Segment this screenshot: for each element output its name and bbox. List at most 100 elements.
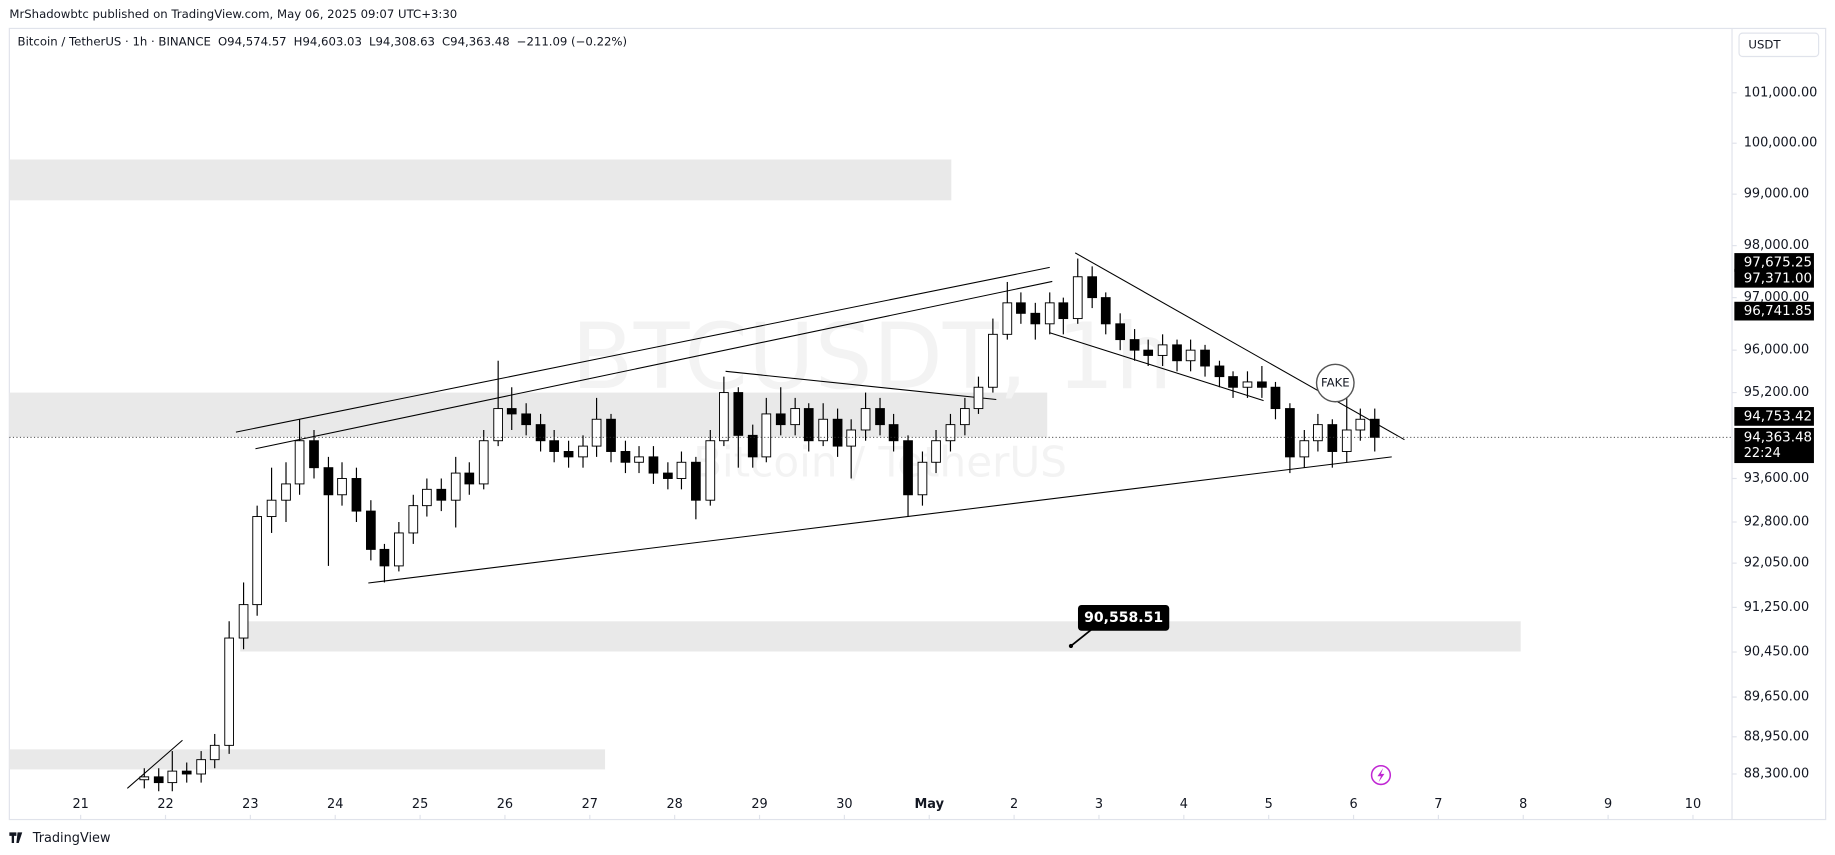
candle-body (323, 467, 334, 496)
candle-body (1185, 349, 1196, 362)
candle-body (351, 478, 362, 512)
countdown: 22:24 (1744, 446, 1781, 461)
candle-body (790, 408, 801, 426)
candle-body (153, 776, 164, 784)
price-label: 97,675.25 (1744, 255, 1812, 270)
trend-line (126, 739, 183, 789)
candle-body (252, 516, 263, 606)
candle-body (224, 637, 235, 746)
currency-label[interactable]: USDT (1748, 37, 1781, 51)
price-note-point (1068, 643, 1074, 649)
candle-body (931, 440, 941, 463)
ohlc-value: L94,308.63 (369, 34, 435, 48)
currency-button[interactable] (1738, 32, 1820, 58)
y-tick-label: 90,450.00 (1744, 645, 1809, 660)
candle-body (181, 770, 192, 775)
x-tick-label: 6 (1349, 797, 1357, 812)
candle-body (578, 445, 588, 458)
x-tick-label: 24 (327, 797, 343, 812)
ohlc-value: H94,603.03 (294, 34, 362, 48)
candle-body (379, 548, 390, 567)
candle-body (1058, 302, 1069, 320)
overlay-layer: 90,558.51 (9, 436, 1733, 649)
candle-body (196, 759, 206, 775)
alert-bolt[interactable] (1377, 768, 1385, 783)
candle-body (875, 408, 885, 426)
x-tick-label: 25 (412, 797, 428, 812)
candle-body (719, 392, 729, 442)
candle-body (606, 418, 616, 452)
fake-marker: FAKE (1315, 363, 1355, 403)
candle-body (1172, 344, 1182, 362)
zone (9, 749, 606, 770)
price-label-box (1734, 407, 1814, 426)
y-tick-label: 88,300.00 (1744, 766, 1809, 781)
candle-body (988, 333, 998, 388)
candle-body (139, 776, 150, 781)
price-label-box (1734, 268, 1814, 288)
candle-body (620, 451, 631, 463)
candle-body (493, 408, 504, 442)
candle-body (945, 424, 956, 442)
ohlc-value: C94,363.48 (442, 34, 510, 48)
symbol-header: Bitcoin / TetherUS · 1h · BINANCE O94,574… (18, 34, 628, 48)
y-tick-label: 89,650.00 (1744, 690, 1809, 705)
candle-body (422, 488, 432, 507)
y-tick-label: 97,000.00 (1744, 290, 1809, 305)
candle-body (1129, 339, 1140, 351)
price-label-box (1734, 253, 1814, 272)
candle-body (535, 424, 546, 442)
fake-label: FAKE (1321, 376, 1350, 390)
price-label: 94,363.48 (1744, 430, 1812, 445)
x-tick-label: 27 (582, 797, 598, 812)
candle-body (294, 440, 305, 485)
brand-name[interactable]: TradingView (32, 831, 111, 846)
candle-body (917, 461, 928, 496)
y-tick-label: 95,200.00 (1744, 385, 1809, 400)
candle-body (705, 440, 716, 501)
x-tick-label: 8 (1519, 797, 1527, 812)
alert-icon[interactable] (1370, 764, 1392, 786)
candle-body (1327, 424, 1338, 452)
candle-body (691, 461, 701, 501)
brand-logo[interactable]: TradingView (9, 831, 110, 846)
candle-body (1143, 349, 1154, 356)
x-tick-label: 4 (1180, 797, 1188, 812)
candle-body (832, 418, 843, 447)
y-tick-label: 98,000.00 (1744, 238, 1809, 253)
axis-layer: 101,000.00100,000.0099,000.0098,000.0097… (72, 85, 1818, 820)
candle-body (1257, 381, 1267, 388)
y-tick-label: 101,000.00 (1744, 85, 1818, 100)
candle-body (1044, 302, 1055, 325)
alert-ring[interactable] (1370, 764, 1392, 786)
y-tick-label: 93,600.00 (1744, 471, 1809, 486)
candle-body (521, 413, 532, 426)
trend-line (255, 280, 1053, 450)
candle-body (818, 418, 829, 442)
trend-line (1074, 252, 1405, 441)
x-tick-label: 3 (1095, 797, 1103, 812)
candle-body (450, 472, 461, 501)
x-tick-label: May (915, 797, 945, 812)
candle-body (408, 505, 419, 534)
candle-body (648, 456, 659, 474)
y-tick-label: 100,000.00 (1744, 136, 1818, 151)
candle-body (860, 408, 871, 431)
candle-body (888, 424, 899, 442)
ohlc-value: −211.09 (−0.22%) (517, 34, 627, 48)
candle-body (266, 499, 277, 518)
candle-body (591, 418, 602, 447)
symbol-name: Bitcoin / TetherUS · 1h · BINANCE (18, 34, 211, 48)
price-label: 94,753.42 (1744, 409, 1812, 424)
candle-body (309, 440, 319, 469)
chart-frame (8, 27, 1827, 821)
price-note-box (1077, 604, 1170, 631)
price-note-label: 90,558.51 (1084, 610, 1163, 626)
x-tick-label: 26 (497, 797, 513, 812)
price-label-box (1734, 301, 1814, 321)
candle-body (1157, 344, 1168, 356)
y-tick-label: 91,250.00 (1744, 600, 1809, 615)
candle-body (1100, 297, 1111, 325)
brand-icon[interactable] (9, 832, 23, 843)
